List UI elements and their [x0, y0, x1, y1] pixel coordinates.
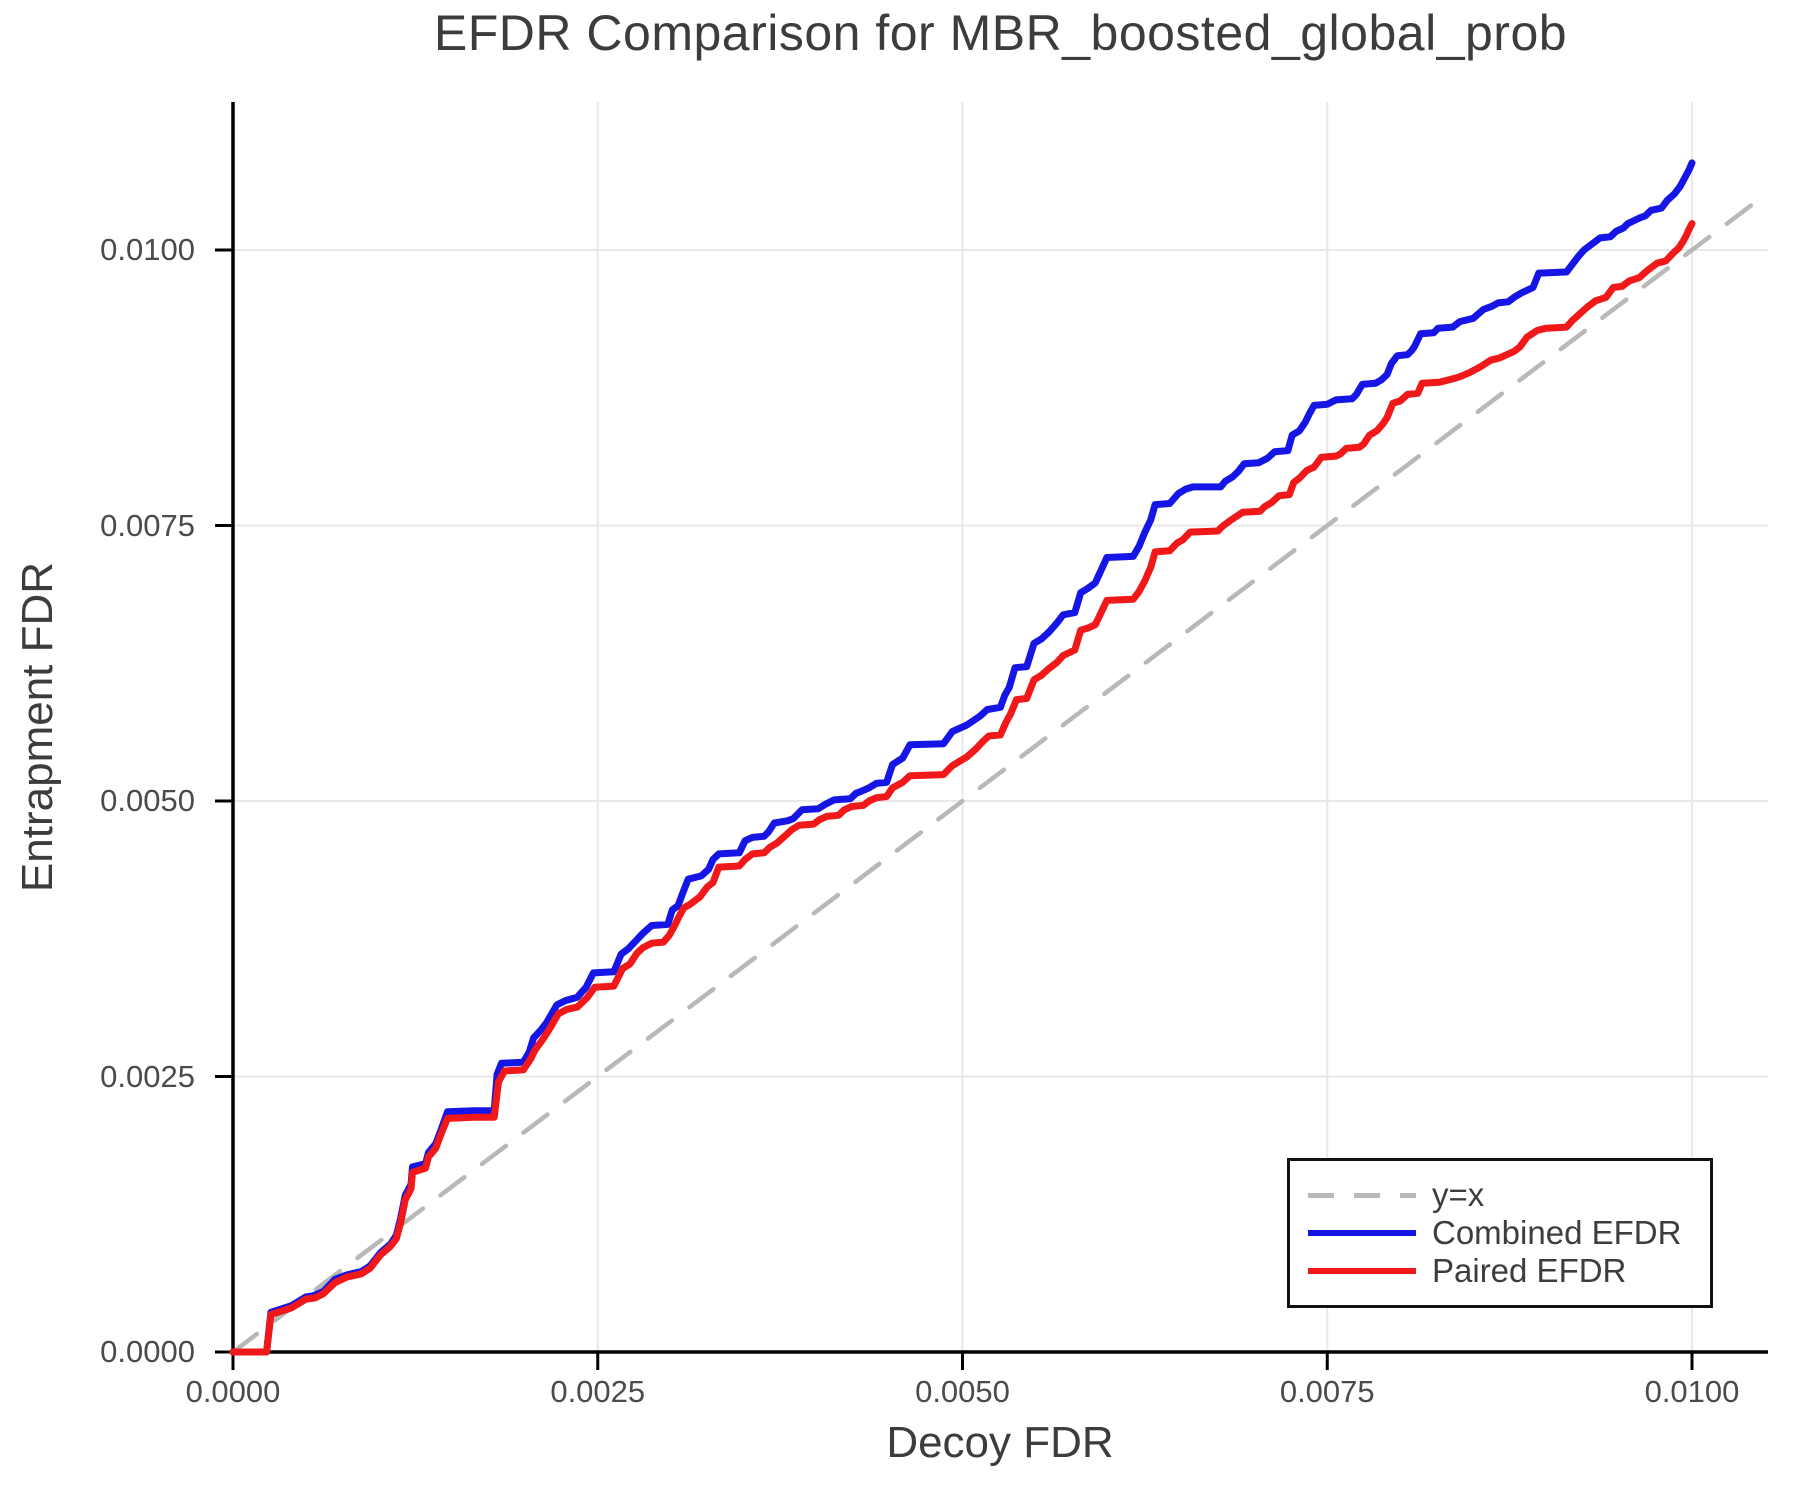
combined-efdr-line-sample — [1308, 1230, 1416, 1236]
y-tick-label: 0.0050 — [100, 783, 195, 818]
identity-line — [230, 190, 1771, 1355]
y-tick-label: 0.0100 — [100, 232, 195, 267]
legend: y=x Combined EFDR Paired EFDR — [1287, 1158, 1713, 1308]
y-tick-label: 0.0000 — [100, 1334, 195, 1369]
paired-efdr-line — [229, 220, 1696, 1356]
legend-item-combined-efdr: Combined EFDR — [1308, 1214, 1710, 1252]
chart-title: EFDR Comparison for MBR_boosted_global_p… — [433, 5, 1568, 61]
x-tick-label: 0.0000 — [185, 1374, 281, 1409]
x-axis-title: Decoy FDR — [886, 1418, 1114, 1467]
x-tick-label: 0.0025 — [550, 1374, 646, 1409]
legend-item-label: y=x — [1432, 1176, 1485, 1213]
combined-efdr-line — [229, 159, 1696, 1356]
y-tick-label: 0.0075 — [100, 507, 195, 543]
legend-item-label: Paired EFDR — [1432, 1252, 1627, 1289]
x-tick-label: 0.0100 — [1644, 1374, 1740, 1409]
legend-item-label: Combined EFDR — [1432, 1214, 1682, 1251]
legend-item-identity: y=x — [1308, 1176, 1710, 1214]
identity-line-sample — [1308, 1192, 1416, 1198]
x-tick-label: 0.0075 — [1279, 1374, 1375, 1409]
x-tick-label: 0.0050 — [915, 1374, 1010, 1409]
paired-efdr-line-sample — [1308, 1268, 1416, 1274]
y-tick-label: 0.0025 — [100, 1058, 195, 1094]
legend-item-paired-efdr: Paired EFDR — [1308, 1252, 1710, 1290]
